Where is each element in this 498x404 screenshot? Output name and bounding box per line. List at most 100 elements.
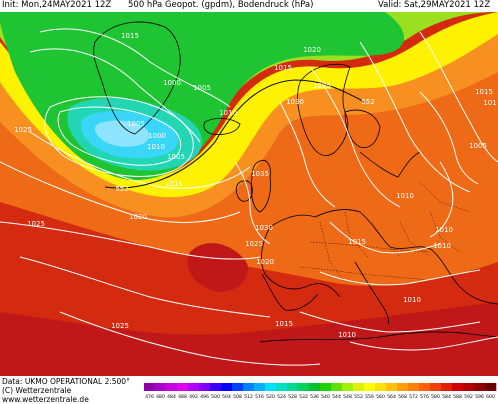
isobar-label: 1015: [275, 320, 293, 328]
geopotential-label: 552: [361, 98, 374, 106]
colorbar-tick-label: 480: [156, 394, 165, 400]
colorbar-swatch: [188, 383, 200, 391]
warm-core-region: [187, 243, 249, 292]
isobar-label: 1005: [193, 84, 211, 92]
geopotential-field-yellow: [0, 12, 498, 198]
colorbar-swatch: [408, 383, 420, 391]
valid-time: Valid: Sat,29MAY2021 12Z: [378, 0, 491, 10]
isobar-label: 1020: [256, 258, 274, 266]
colorbar-tick-label: 532: [299, 394, 308, 400]
colorbar-swatch: [254, 383, 266, 391]
colorbar-tick-label: 592: [464, 394, 473, 400]
isobar-label: 1015: [121, 32, 139, 40]
colorbar-tick-label: 588: [453, 394, 462, 400]
colorbar-swatch: [353, 383, 365, 391]
colorbar-swatch: [243, 383, 255, 391]
colorbar-tick-label: 520: [266, 394, 275, 400]
colorbar-tick-label: 560: [376, 394, 385, 400]
colorbar-swatch: [397, 383, 409, 391]
isobar-label: 1025: [245, 240, 263, 248]
colorbar-swatch: [419, 383, 431, 391]
data-source: Data: UKMO OPERATIONAL 2.500°: [2, 377, 130, 386]
colorbar-swatch: [287, 383, 299, 391]
colorbar: 476 480 484 488 492 496 500 504 508 512 516 520 524 5…: [144, 383, 497, 400]
colorbar-swatch: [430, 383, 442, 391]
colorbar-tick-label: 548: [343, 394, 352, 400]
colorbar-swatch: [166, 383, 178, 391]
isobars: [0, 28, 498, 366]
colorbar-swatch: [144, 383, 156, 391]
copyright: (C) Wetterzentrale: [2, 386, 72, 395]
geopotential-field-deep-red: [0, 302, 498, 376]
colorbar-tick-label: 500: [211, 394, 220, 400]
isobar-label: 1010: [403, 296, 421, 304]
colorbar-swatch: [342, 383, 354, 391]
colorbar-tick-label: 536: [310, 394, 319, 400]
isobar-label: 1015: [274, 64, 292, 72]
colorbar-swatch: [331, 383, 343, 391]
colorbar-swatch: [386, 383, 398, 391]
geopotential-contour-552: [104, 79, 366, 189]
colorbar-tick-label: 512: [244, 394, 253, 400]
colorbar-tick-label: 504: [222, 394, 231, 400]
colorbar-swatch: [474, 383, 486, 391]
colorbar-tick-label: 580: [431, 394, 440, 400]
colorbar-tick-label: 596: [475, 394, 484, 400]
colorbar-swatch: [155, 383, 167, 391]
isobar-label: 1005: [167, 153, 185, 161]
isobar-label: 1010: [435, 226, 453, 234]
isobar-label: 1015: [475, 88, 493, 96]
isobar-label: 1025: [14, 126, 32, 134]
isobar-label: 1010: [147, 143, 165, 151]
isobar-label: 1010: [219, 109, 237, 117]
colorbar-swatch: [375, 383, 387, 391]
colorbar-tick-label: 600: [486, 394, 495, 400]
isobar-label: 1000: [163, 79, 181, 87]
isobar-label: 1005: [127, 120, 145, 128]
isobar-label: 1010: [396, 192, 414, 200]
colorbar-swatch: [221, 383, 233, 391]
country-borders: [299, 181, 471, 283]
isobar-label: 1025: [313, 82, 331, 90]
chart-title: 500 hPa Geopot. (gpdm), Bodendruck (hPa): [128, 0, 314, 10]
init-time: Init: Mon,24MAY2021 12Z: [2, 0, 112, 10]
isobar-label: 1035: [251, 170, 269, 178]
colorbar-swatch: [232, 383, 244, 391]
geopotential-label: 552: [115, 185, 128, 193]
colorbar-tick-label: 492: [189, 394, 198, 400]
colorbar-tick-label: 516: [255, 394, 264, 400]
isobar-label: 1025: [27, 220, 45, 228]
isobar-label: 1010: [338, 331, 356, 339]
isobar-label: 1025: [111, 322, 129, 330]
isobar-label: 1010: [433, 242, 451, 250]
isobar-label: 1015: [348, 238, 366, 246]
colorbar-swatch: [309, 383, 321, 391]
isobar-label: 101: [483, 99, 496, 107]
colorbar-tick-label: 564: [387, 394, 396, 400]
colorbar-tick-label: 528: [288, 394, 297, 400]
colorbar-tick-label: 544: [332, 394, 341, 400]
colorbar-swatch: [298, 383, 310, 391]
colorbar-tick-label: 540: [321, 394, 330, 400]
colorbar-tick-label: 508: [233, 394, 242, 400]
colorbar-tick-label: 488: [178, 394, 187, 400]
colorbar-swatch: [276, 383, 288, 391]
colorbar-swatch: [210, 383, 222, 391]
colorbar-swatch: [199, 383, 211, 391]
colorbar-swatch: [485, 383, 497, 391]
colorbar-tick-label: 576: [420, 394, 429, 400]
colorbar-tick-label: 524: [277, 394, 286, 400]
colorbar-tick-label: 552: [354, 394, 363, 400]
isobar-label: 1020: [129, 213, 147, 221]
colorbar-tick-label: 484: [167, 394, 176, 400]
colorbar-tick-label: 568: [398, 394, 407, 400]
isobar-label: 1000: [148, 132, 166, 140]
colorbar-tick-label: 556: [365, 394, 374, 400]
colorbar-swatch: [177, 383, 189, 391]
isobar-label: 1030: [286, 98, 304, 106]
colorbar-swatch: [441, 383, 453, 391]
colorbar-swatch: [452, 383, 464, 391]
